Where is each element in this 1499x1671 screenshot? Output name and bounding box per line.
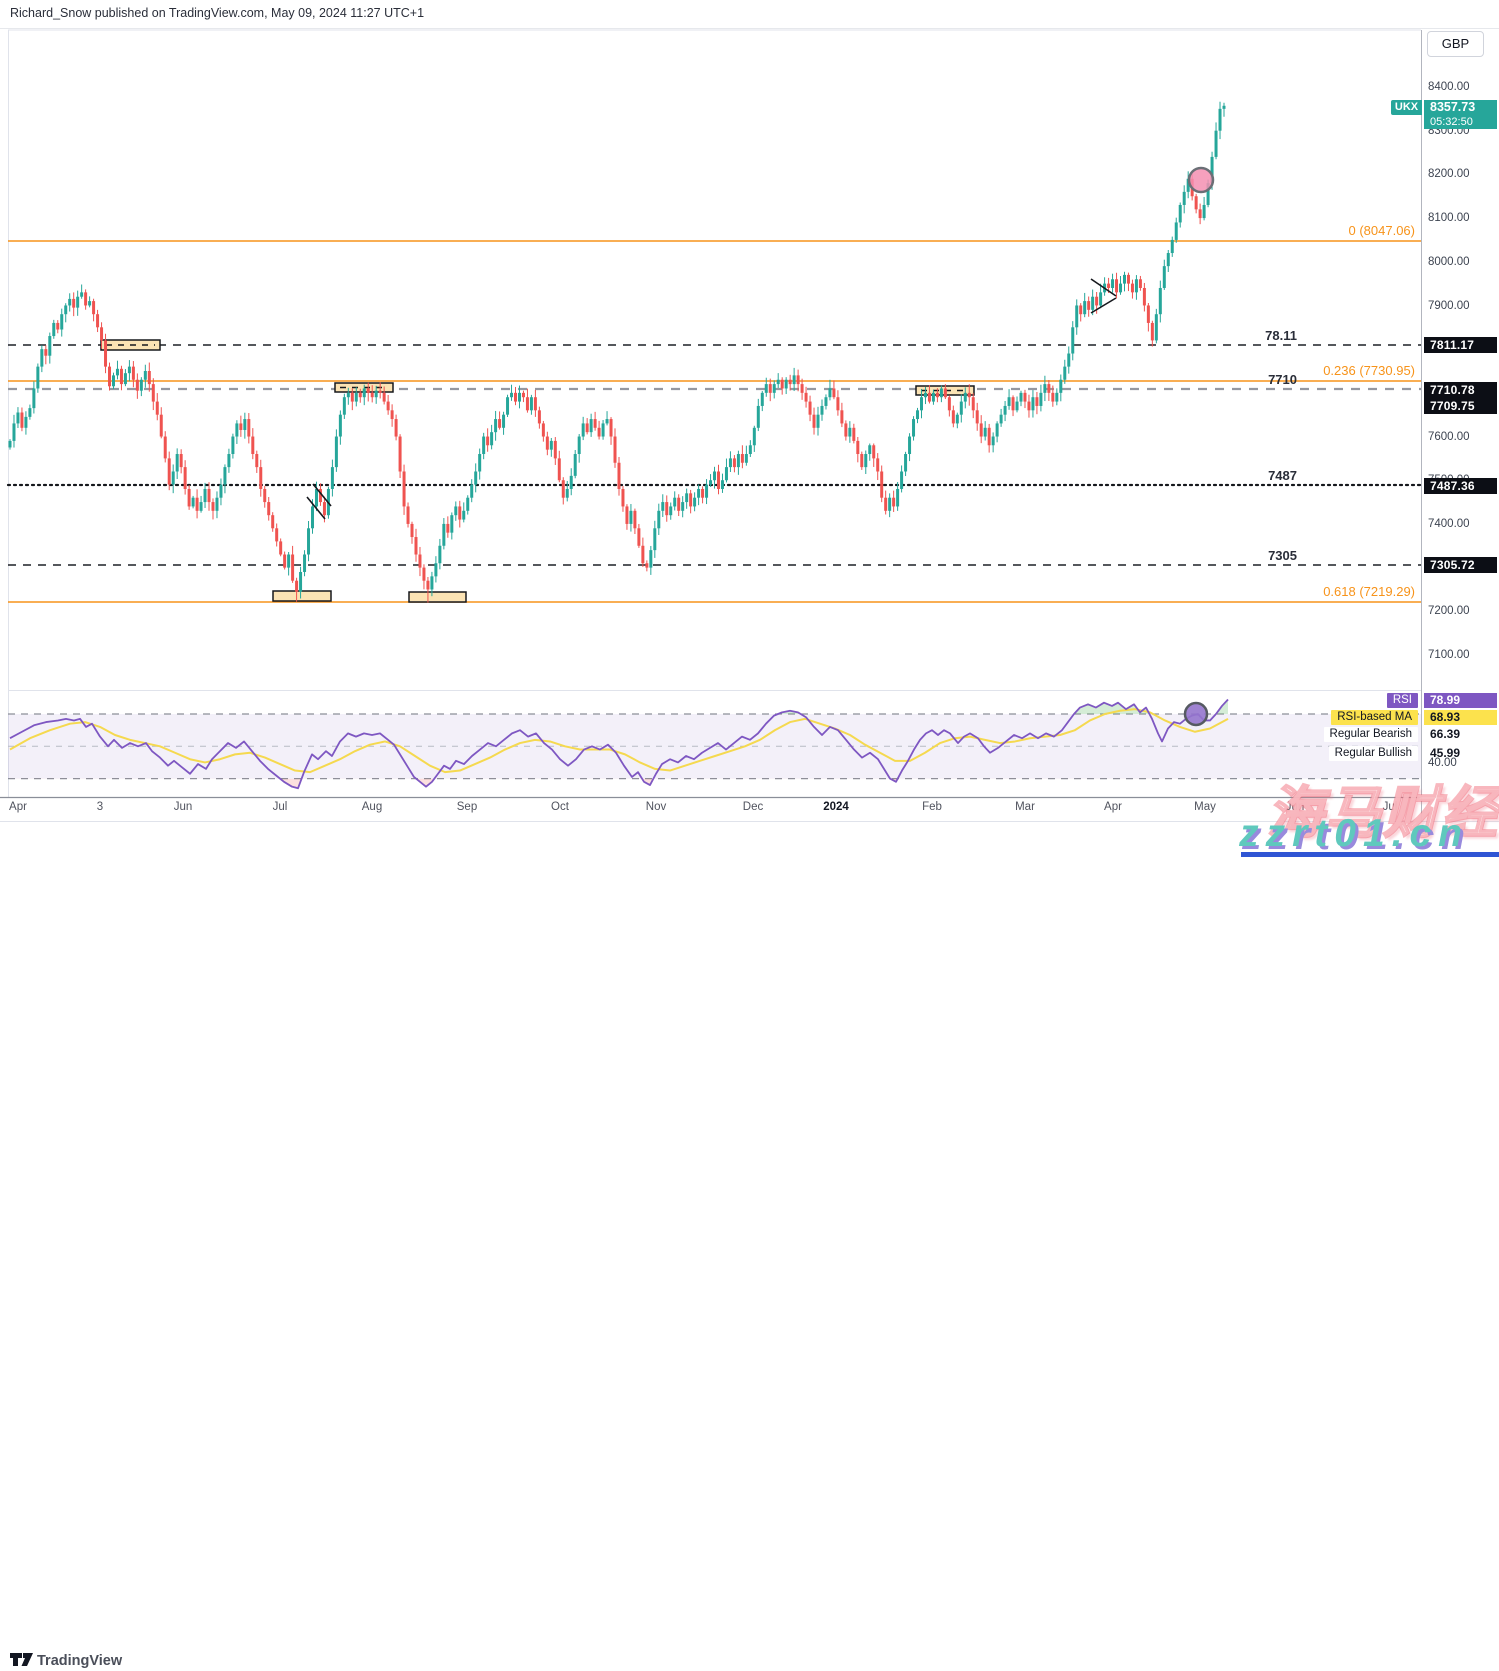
price-circle-marker [1187,166,1215,194]
time-axis-label: Aug [361,801,383,813]
price-level-badge: 7710.78 [1424,382,1497,398]
rsi-line [9,698,1229,790]
time-axis-label: Apr [1104,801,1122,813]
price-axis-tick: 7200.00 [1428,605,1470,617]
rsi-axis-tick: 40.00 [1428,757,1457,769]
price-level-badge: 7305.72 [1424,557,1497,573]
chart-canvas [0,28,1499,822]
price-axis-tick: 7400.00 [1428,518,1470,530]
rsi-value: 78.99 [1424,693,1497,708]
rsi-circle-marker [1183,701,1209,727]
price-level-badge: 7709.75 [1424,398,1497,414]
price-axis-tick: 8400.00 [1428,81,1470,93]
fib-label-text: 0 (8047.06) [1348,223,1416,238]
regular-bullish-value: 45.99 [1424,746,1497,761]
watermark-underline-bar [1241,852,1499,857]
watermark-chinese-text: 海马财经 [1266,780,1499,845]
rsi-legend-title[interactable]: RSI [1386,693,1418,708]
currency-button[interactable]: GBP [1427,31,1484,57]
symbol-badge: UKX [1391,100,1422,115]
price-axis-tick: 7900.00 [1428,300,1470,312]
regular-bullish-legend-title[interactable]: Regular Bullish [1328,746,1418,761]
rsi-ma-line [9,708,1229,774]
time-axis-label: Mar [1015,801,1035,813]
price-axis-tick: 7100.00 [1428,649,1470,661]
last-price-badge: 8357.73 [1424,100,1497,115]
rsi-ma-legend-title[interactable]: RSI-based MA [1331,710,1418,725]
time-axis-label: Jun [173,801,193,813]
time-axis-label: Jul [272,801,288,813]
level-label-text: 7710 [1268,372,1297,387]
time-axis-label: 3 [96,801,104,813]
time-axis-label: Jun [1285,801,1305,813]
price-level-badge: 7487.36 [1424,478,1497,494]
candles [8,101,1226,603]
zone-box [272,590,332,602]
price-axis-tick: 8200.00 [1428,168,1470,180]
fib-label-text: 0.618 (7219.29) [1323,584,1415,599]
time-axis-label: Nov [645,801,667,813]
time-axis-label: Apr [9,801,27,813]
tradingview-logo-icon[interactable] [10,1653,33,1671]
price-level-badge: 7811.17 [1424,337,1497,353]
level-label-text: 7487 [1268,468,1297,483]
regular-bearish-value: 66.39 [1424,727,1497,742]
watermark-url-text: zzrt01.cn [1239,812,1469,855]
drawn-annotation-line [306,496,326,520]
price-axis-tick: 8000.00 [1428,256,1470,268]
price-axis-tick: 7600.00 [1428,431,1470,443]
drawn-annotation-line [312,483,332,507]
header-row: Richard_Snow published on TradingView.co… [0,0,1499,28]
tradingview-brand-text[interactable]: TradingView [37,1653,123,1669]
bar-countdown-badge: 05:32:50 [1424,115,1497,129]
time-axis-label: Jul [1382,801,1398,813]
time-axis-label: Dec [742,801,764,813]
time-axis-label: Oct [551,801,569,813]
zone-box [408,591,467,603]
price-axis-tick: 8100.00 [1428,212,1470,224]
regular-bearish-legend-title[interactable]: Regular Bearish [1323,727,1418,742]
time-axis-label: 2024 [823,801,849,813]
fib-label-text: 0.236 (7730.95) [1323,363,1415,378]
drawn-annotation-line [1090,278,1117,297]
rsi-ma-value: 68.93 [1424,710,1497,725]
level-label-text: 7305 [1268,548,1297,563]
attribution-text: Richard_Snow published on TradingView.co… [10,6,425,20]
time-axis-label: May [1194,801,1216,813]
time-axis-label: Feb [922,801,942,813]
drawn-annotation-line [1090,297,1117,314]
level-label-text: 78.11 [1265,328,1297,343]
time-axis-label: Sep [456,801,478,813]
